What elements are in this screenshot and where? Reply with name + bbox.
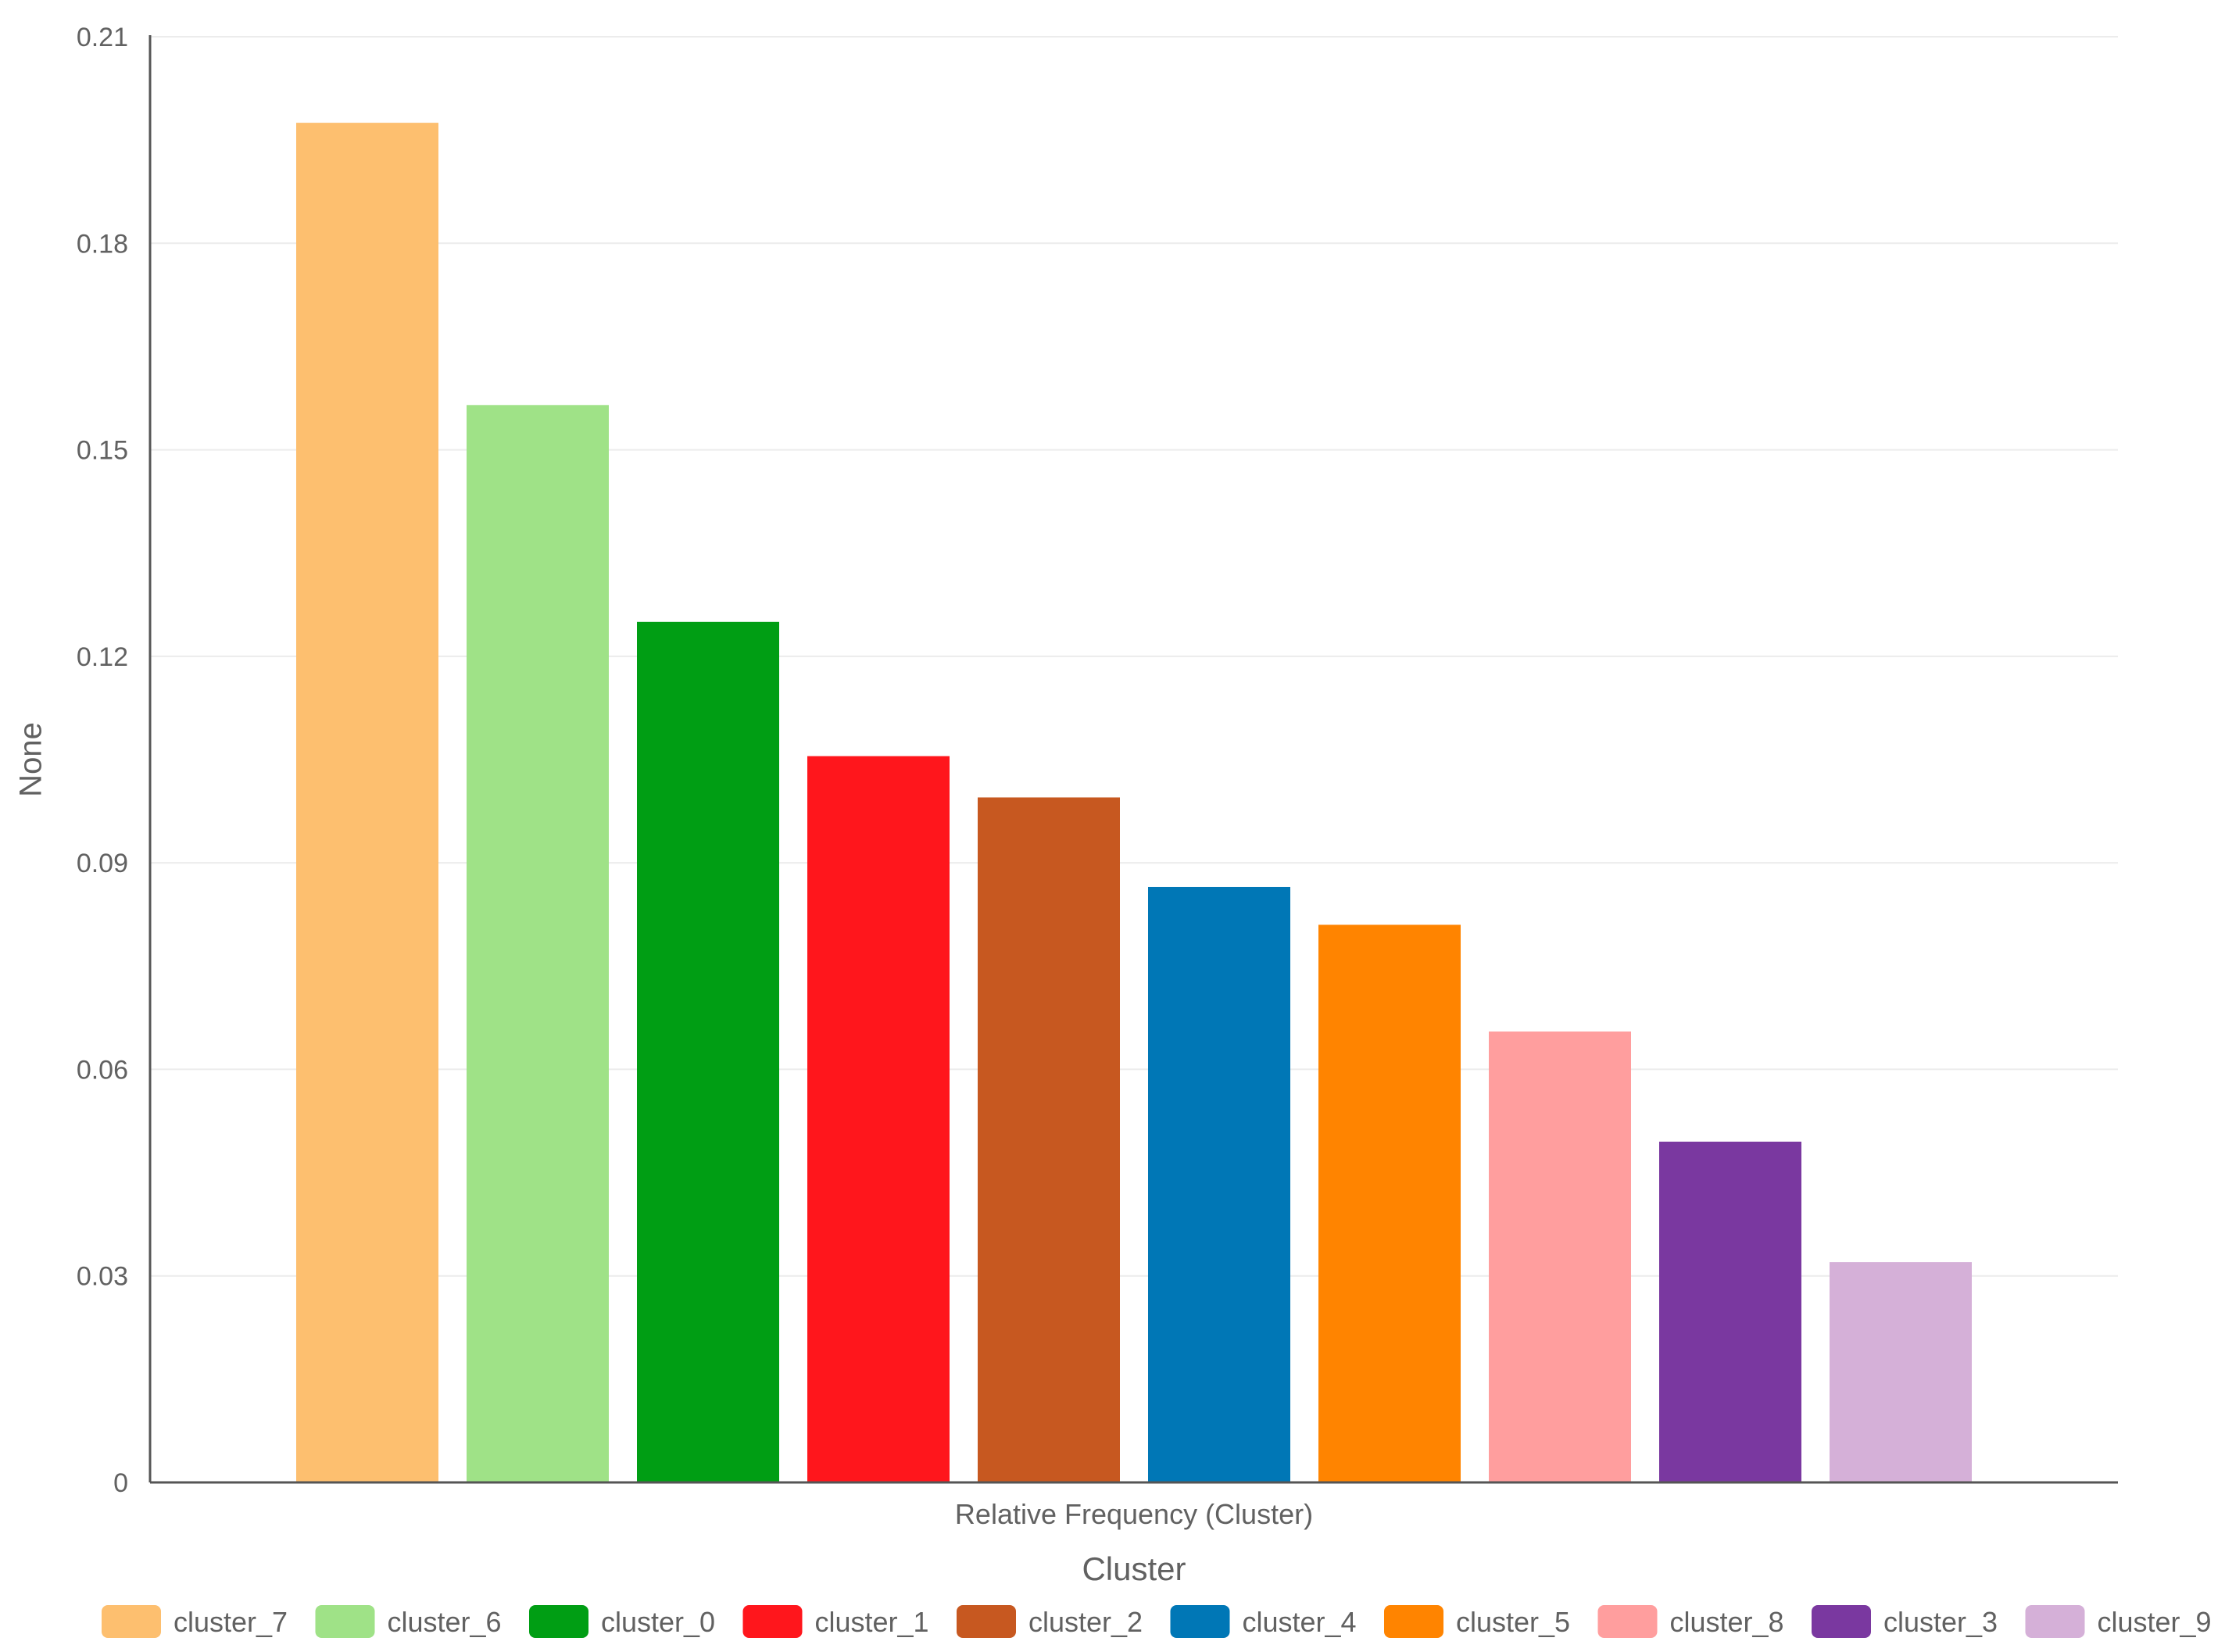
legend-label: cluster_2: [1028, 1606, 1143, 1638]
y-tick-label: 0.18: [77, 229, 128, 259]
legend-swatch: [1170, 1605, 1230, 1638]
legend-swatch: [742, 1605, 803, 1638]
gridlines: [150, 36, 2118, 1277]
y-tick-label: 0.21: [77, 23, 128, 52]
legend: cluster_7 cluster_6 cluster_0 cluster_1 clus…: [102, 1605, 2212, 1638]
y-tick-label: 0: [113, 1468, 128, 1498]
legend-swatch: [1384, 1605, 1443, 1638]
bar-cluster-1: [807, 756, 950, 1482]
y-tick-label: 0.12: [77, 642, 128, 672]
y-tick-label: 0.03: [77, 1262, 128, 1292]
bar-cluster-9: [1830, 1262, 1972, 1482]
legend-label: cluster_4: [1243, 1606, 1357, 1638]
legend-swatch: [2025, 1605, 2085, 1638]
legend-label: cluster_1: [815, 1606, 929, 1638]
legend-swatch: [1812, 1605, 1871, 1638]
y-tick-label: 0.15: [77, 436, 128, 466]
y-tick-label: 0.06: [77, 1055, 128, 1085]
bar-cluster-0: [637, 621, 779, 1482]
bar-cluster-6: [467, 405, 609, 1482]
y-axis-title: None: [14, 722, 48, 797]
legend-label: cluster_0: [601, 1606, 715, 1638]
y-tick-labels: 0 0.03 0.06 0.09 0.12 0.15 0.18 0.21: [77, 23, 128, 1498]
legend-swatch: [1597, 1605, 1658, 1638]
legend-swatch: [315, 1605, 375, 1638]
legend-swatch: [957, 1605, 1016, 1638]
legend-swatch: [102, 1605, 161, 1638]
x-axis-title: Cluster: [1082, 1550, 1186, 1587]
y-tick-label: 0.09: [77, 849, 128, 878]
bar-cluster-8: [1489, 1031, 1631, 1482]
legend-label: cluster_9: [2098, 1606, 2212, 1638]
legend-label: cluster_3: [1883, 1606, 1998, 1638]
bar-cluster-4: [1148, 886, 1290, 1482]
bar-cluster-3: [1659, 1141, 1801, 1482]
bars: [296, 123, 1972, 1483]
legend-label: cluster_8: [1670, 1606, 1784, 1638]
x-axis-category-label: Relative Frequency (Cluster): [955, 1498, 1313, 1530]
legend-label: cluster_5: [1456, 1606, 1570, 1638]
bar-cluster-2: [978, 797, 1120, 1482]
bar-cluster-5: [1318, 924, 1461, 1482]
legend-label: cluster_7: [173, 1606, 288, 1638]
bar-cluster-7: [296, 123, 438, 1483]
legend-swatch: [529, 1605, 588, 1638]
axes: [148, 35, 2118, 1484]
legend-label: cluster_6: [388, 1606, 502, 1638]
